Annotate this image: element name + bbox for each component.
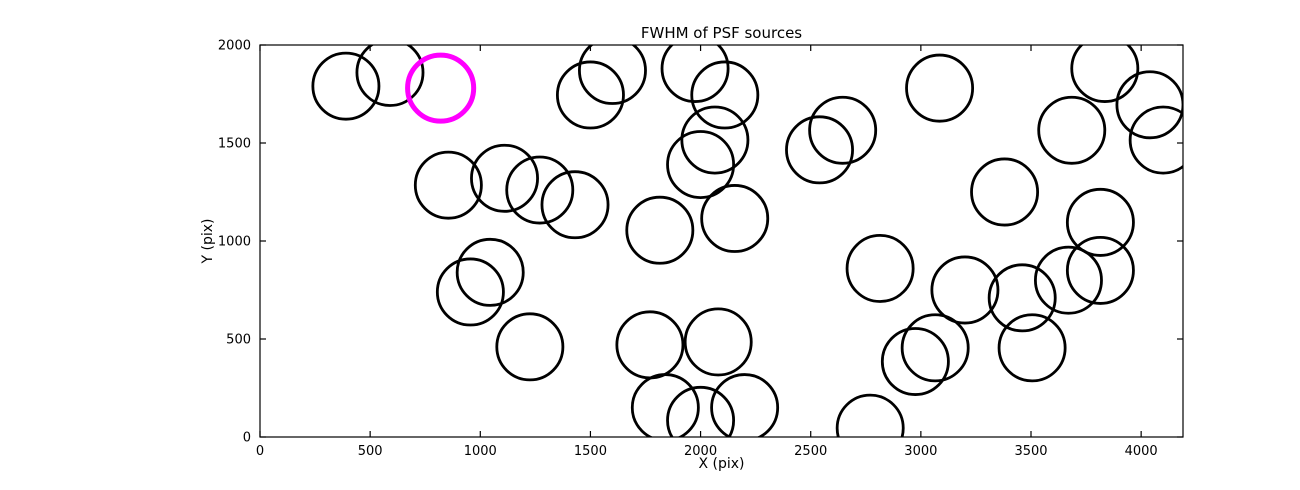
psf-circle	[625, 195, 695, 265]
y-tick-label: 0	[243, 431, 251, 446]
psf-circle	[970, 157, 1040, 227]
y-tick-label: 2000	[218, 39, 251, 54]
tick-labels-layer: 0 500 1000 1500 2000 2500 3000 3500 4000 0 500 1000…	[218, 39, 1158, 460]
psf-circle	[997, 313, 1067, 383]
psf-circle	[808, 95, 878, 165]
psf-circle	[413, 150, 483, 220]
psf-circle	[630, 373, 700, 437]
psf-circle	[900, 313, 970, 383]
psf-circle	[311, 51, 381, 121]
x-tick-label: 1500	[574, 444, 607, 459]
psf-circle	[1034, 245, 1103, 315]
y-tick-label: 500	[226, 333, 251, 348]
psf-circle	[615, 310, 685, 380]
psf-circle	[470, 143, 539, 213]
x-tick-label: 500	[358, 444, 383, 459]
psf-circle	[1070, 45, 1140, 103]
x-tick-label: 0	[256, 444, 264, 459]
y-tick-label: 1500	[218, 137, 251, 152]
psf-circle	[495, 312, 565, 382]
psf-circle	[666, 130, 736, 200]
x-axis-label: X (pix)	[698, 456, 745, 472]
y-axis-label: Y (pix)	[200, 218, 216, 264]
x-tick-label: 2000	[684, 444, 717, 459]
psf-circles-layer	[311, 45, 1183, 437]
psf-circle	[505, 155, 575, 225]
psf-circle	[930, 255, 1000, 325]
psf-circle	[1065, 235, 1135, 305]
psf-circle	[1065, 187, 1135, 257]
psf-circle	[666, 385, 736, 437]
psf-circle	[455, 237, 525, 307]
psf-circle	[987, 263, 1057, 333]
psf-circle	[690, 60, 760, 130]
psf-circle	[555, 60, 625, 130]
psf-circle	[785, 115, 854, 185]
psf-circle	[710, 373, 780, 437]
psf-circle	[835, 393, 905, 437]
psf-circle	[680, 105, 750, 175]
ticks-layer	[259, 44, 1183, 438]
x-tick-label: 4000	[1125, 444, 1158, 459]
psf-circle	[905, 53, 975, 123]
psf-circle-highlighted	[405, 52, 477, 124]
psf-circle	[845, 233, 915, 303]
psf-circle	[1115, 70, 1183, 140]
psf-circle	[1128, 105, 1183, 175]
psf-circle	[578, 45, 647, 105]
psf-circle	[540, 170, 610, 240]
x-tick-label: 1000	[464, 444, 497, 459]
chart-title: FWHM of PSF sources	[640, 24, 803, 42]
psf-circle	[1037, 95, 1107, 165]
y-tick-label: 1000	[218, 235, 251, 250]
psf-circle	[660, 45, 730, 103]
x-tick-label: 3500	[1014, 444, 1047, 459]
x-tick-label: 3000	[904, 444, 937, 459]
psf-circle	[435, 257, 505, 327]
psf-circle	[880, 327, 950, 396]
psf-circle	[355, 45, 425, 107]
psf-circle	[683, 307, 753, 377]
psf-circle	[700, 184, 770, 253]
x-tick-label: 2500	[794, 444, 827, 459]
